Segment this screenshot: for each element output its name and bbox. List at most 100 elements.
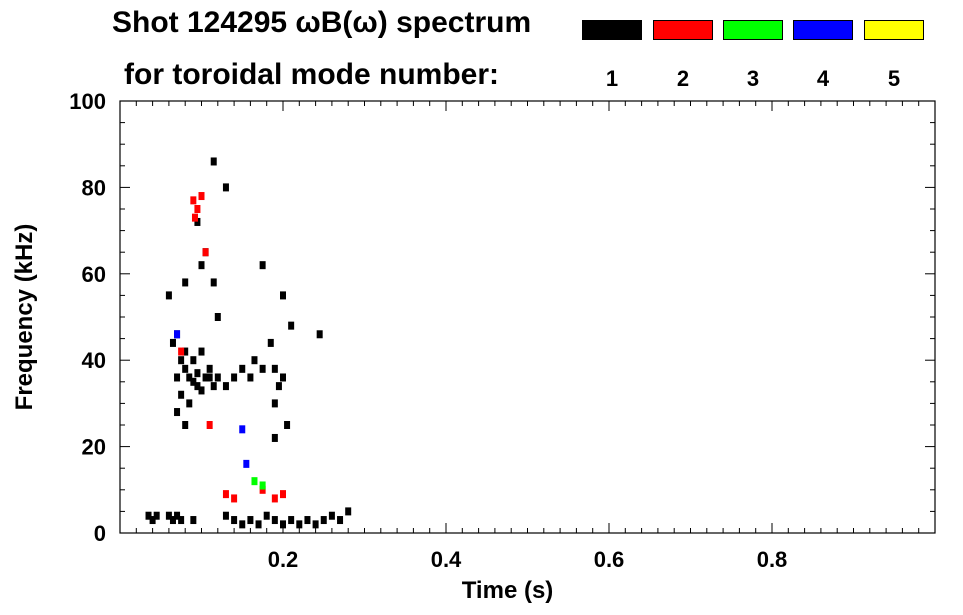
data-point-mode-1 <box>145 511 152 520</box>
data-point-mode-2 <box>178 347 185 356</box>
data-point-mode-4 <box>174 330 181 339</box>
data-point-mode-1 <box>247 516 254 525</box>
data-point-mode-1 <box>210 157 217 166</box>
x-axis-label: Time (s) <box>462 577 554 604</box>
data-point-mode-1 <box>186 399 193 408</box>
x-tick-label: 0.4 <box>431 547 462 572</box>
data-point-mode-1 <box>178 356 185 365</box>
data-point-mode-1 <box>259 261 266 270</box>
y-tick-label: 80 <box>82 175 106 200</box>
legend-label-2: 2 <box>676 66 690 91</box>
legend-swatch-2 <box>653 20 713 40</box>
data-point-mode-1 <box>186 373 193 382</box>
legend-swatch-5 <box>864 20 924 40</box>
data-point-mode-1 <box>255 520 262 529</box>
data-point-mode-1 <box>194 369 201 378</box>
data-point-mode-1 <box>284 421 291 429</box>
data-point-mode-4 <box>243 459 250 468</box>
data-point-mode-1 <box>210 382 217 391</box>
data-point-mode-1 <box>198 347 205 356</box>
x-tick-label: 0.8 <box>757 547 788 572</box>
data-point-mode-1 <box>206 364 213 373</box>
data-point-mode-1 <box>222 183 229 192</box>
data-point-mode-1 <box>198 386 205 395</box>
data-point-mode-1 <box>231 516 238 525</box>
data-point-mode-1 <box>320 516 327 525</box>
data-point-mode-1 <box>182 364 189 373</box>
data-point-mode-1 <box>182 278 189 287</box>
data-point-mode-1 <box>153 511 160 520</box>
legend-label-3: 3 <box>746 66 760 91</box>
data-point-mode-1 <box>280 520 286 529</box>
data-point-mode-1 <box>174 373 181 382</box>
data-point-mode-2 <box>259 485 266 494</box>
data-point-mode-2 <box>231 494 238 503</box>
y-axis-label: Frequency (kHz) <box>11 224 38 411</box>
data-point-mode-1 <box>202 373 209 382</box>
legend-label-1: 1 <box>605 66 619 91</box>
data-point-mode-1 <box>288 321 295 330</box>
chart-subtitle: for toroidal mode number: <box>124 58 499 91</box>
data-point-mode-3 <box>259 481 266 490</box>
data-point-mode-1 <box>239 364 246 373</box>
legend-label-5: 5 <box>887 66 901 91</box>
data-point-mode-1 <box>280 373 286 382</box>
data-point-mode-1 <box>165 291 172 300</box>
data-point-mode-1 <box>169 516 176 525</box>
data-point-mode-3 <box>251 477 258 486</box>
data-point-mode-1 <box>182 347 189 356</box>
data-point-mode-1 <box>259 364 266 373</box>
data-point-mode-1 <box>178 516 185 525</box>
data-point-mode-1 <box>194 217 201 226</box>
data-point-mode-1 <box>267 338 274 347</box>
data-point-mode-1 <box>174 408 181 417</box>
data-point-mode-1 <box>182 421 189 429</box>
legend-swatch-4 <box>793 20 853 40</box>
y-tick-label: 100 <box>69 89 106 114</box>
plot-frame <box>119 100 936 534</box>
data-point-mode-2 <box>271 494 278 503</box>
data-point-mode-1 <box>149 516 156 525</box>
data-point-mode-1 <box>222 511 229 520</box>
legend-label-4: 4 <box>816 66 830 91</box>
data-point-mode-1 <box>239 520 246 529</box>
data-point-mode-2 <box>202 248 209 257</box>
data-point-mode-1 <box>165 511 172 520</box>
data-point-mode-1 <box>190 356 197 365</box>
data-point-mode-1 <box>280 291 286 300</box>
data-point-mode-1 <box>337 516 344 525</box>
data-point-mode-1 <box>247 373 254 382</box>
data-point-mode-2 <box>198 192 205 201</box>
data-point-mode-1 <box>275 382 282 391</box>
data-point-mode-1 <box>251 356 258 365</box>
data-point-mode-1 <box>222 382 229 391</box>
data-point-mode-1 <box>328 511 335 520</box>
data-point-mode-1 <box>271 433 278 442</box>
data-point-mode-1 <box>231 373 238 382</box>
data-point-mode-2 <box>194 205 201 213</box>
data-point-mode-1 <box>178 390 185 399</box>
chart-title: Shot 124295 ωB(ω) spectrum <box>112 6 532 39</box>
y-tick-label: 0 <box>94 521 106 546</box>
y-tick-label: 20 <box>82 435 106 460</box>
data-point-mode-1 <box>316 330 323 339</box>
data-point-mode-1 <box>206 373 213 382</box>
data-point-mode-1 <box>271 399 278 408</box>
data-point-mode-1 <box>169 338 176 347</box>
data-point-mode-1 <box>345 507 352 516</box>
x-tick-label: 0.2 <box>268 547 299 572</box>
data-point-mode-2 <box>206 421 213 429</box>
data-point-mode-2 <box>280 490 286 499</box>
data-point-mode-1 <box>174 511 181 520</box>
data-point-mode-1 <box>312 520 319 529</box>
data-point-mode-1 <box>271 364 278 373</box>
data-point-mode-1 <box>190 377 197 386</box>
y-tick-label: 40 <box>82 348 106 373</box>
data-point-mode-1 <box>210 278 217 287</box>
data-point-mode-1 <box>296 520 303 529</box>
data-point-mode-1 <box>271 516 278 525</box>
data-point-mode-1 <box>198 261 205 270</box>
data-point-mode-2 <box>222 490 229 499</box>
data-point-mode-1 <box>214 373 221 382</box>
